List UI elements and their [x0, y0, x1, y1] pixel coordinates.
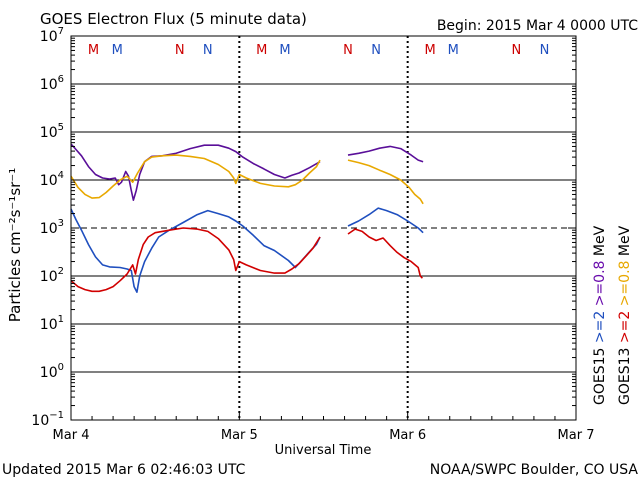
series-line [347, 159, 424, 205]
y-tick-label: 100 [40, 362, 64, 381]
data-series [70, 143, 424, 293]
x-tick-label: Mar 6 [389, 428, 426, 443]
satellite-marker: N [343, 43, 353, 58]
series-line [70, 143, 321, 201]
footer-credit: NOAA/SWPC Boulder, CO USA [430, 462, 639, 478]
series-line [70, 154, 321, 199]
satellite-marker: M [279, 43, 290, 58]
y-tick-label: 102 [40, 266, 64, 285]
satellite-marker: N [175, 43, 185, 58]
y-tick-label: 104 [40, 170, 64, 189]
series-line [70, 208, 321, 293]
y-tick-label: 101 [40, 314, 64, 333]
legend-entry: GOES13 >=2 >=0.8 MeV [617, 225, 633, 405]
x-tick-label: Mar 7 [558, 428, 595, 443]
begin-date-label: Begin: 2015 Mar 4 0000 UTC [437, 18, 638, 34]
series-line [347, 145, 424, 163]
footer-updated: Updated 2015 Mar 6 02:46:03 UTC [2, 462, 246, 478]
satellite-marker: M [448, 43, 459, 58]
y-axis-label: Particles cm⁻²s⁻¹sr⁻¹ [6, 168, 24, 322]
x-tick-label: Mar 4 [53, 428, 90, 443]
day-boundaries [238, 36, 409, 420]
y-tick-label: 105 [40, 122, 64, 141]
satellite-marker: M [256, 43, 267, 58]
chart-title: GOES Electron Flux (5 minute data) [40, 10, 307, 28]
x-tick-label: Mar 5 [221, 428, 258, 443]
series-line [347, 228, 423, 279]
satellite-marker: N [203, 43, 213, 58]
y-tick-label: 10−1 [31, 410, 64, 429]
series-line [347, 207, 424, 234]
y-tick-label: 106 [40, 74, 64, 93]
y-axis: 107 106 105 104 103 102 101 100 10−1 [31, 26, 576, 429]
x-axis-label: Universal Time [275, 443, 372, 458]
satellite-marker: N [512, 43, 522, 58]
satellite-marker: M [88, 43, 99, 58]
satellite-marker: N [371, 43, 381, 58]
satellite-marker: M [112, 43, 123, 58]
y-tick-label: 107 [40, 26, 64, 45]
satellite-marker: M [425, 43, 436, 58]
x-axis: Mar 4 Mar 5 Mar 6 Mar 7 [53, 412, 595, 443]
legend-entry: GOES15 >=2 >=0.8 MeV [592, 225, 608, 405]
satellite-marker: N [540, 43, 550, 58]
reference-lines [71, 83, 576, 373]
y-tick-label: 103 [40, 218, 64, 237]
legend: GOES15 >=2 >=0.8 MeV GOES13 >=2 >=0.8 MeV [592, 225, 633, 405]
series-line [70, 227, 321, 293]
